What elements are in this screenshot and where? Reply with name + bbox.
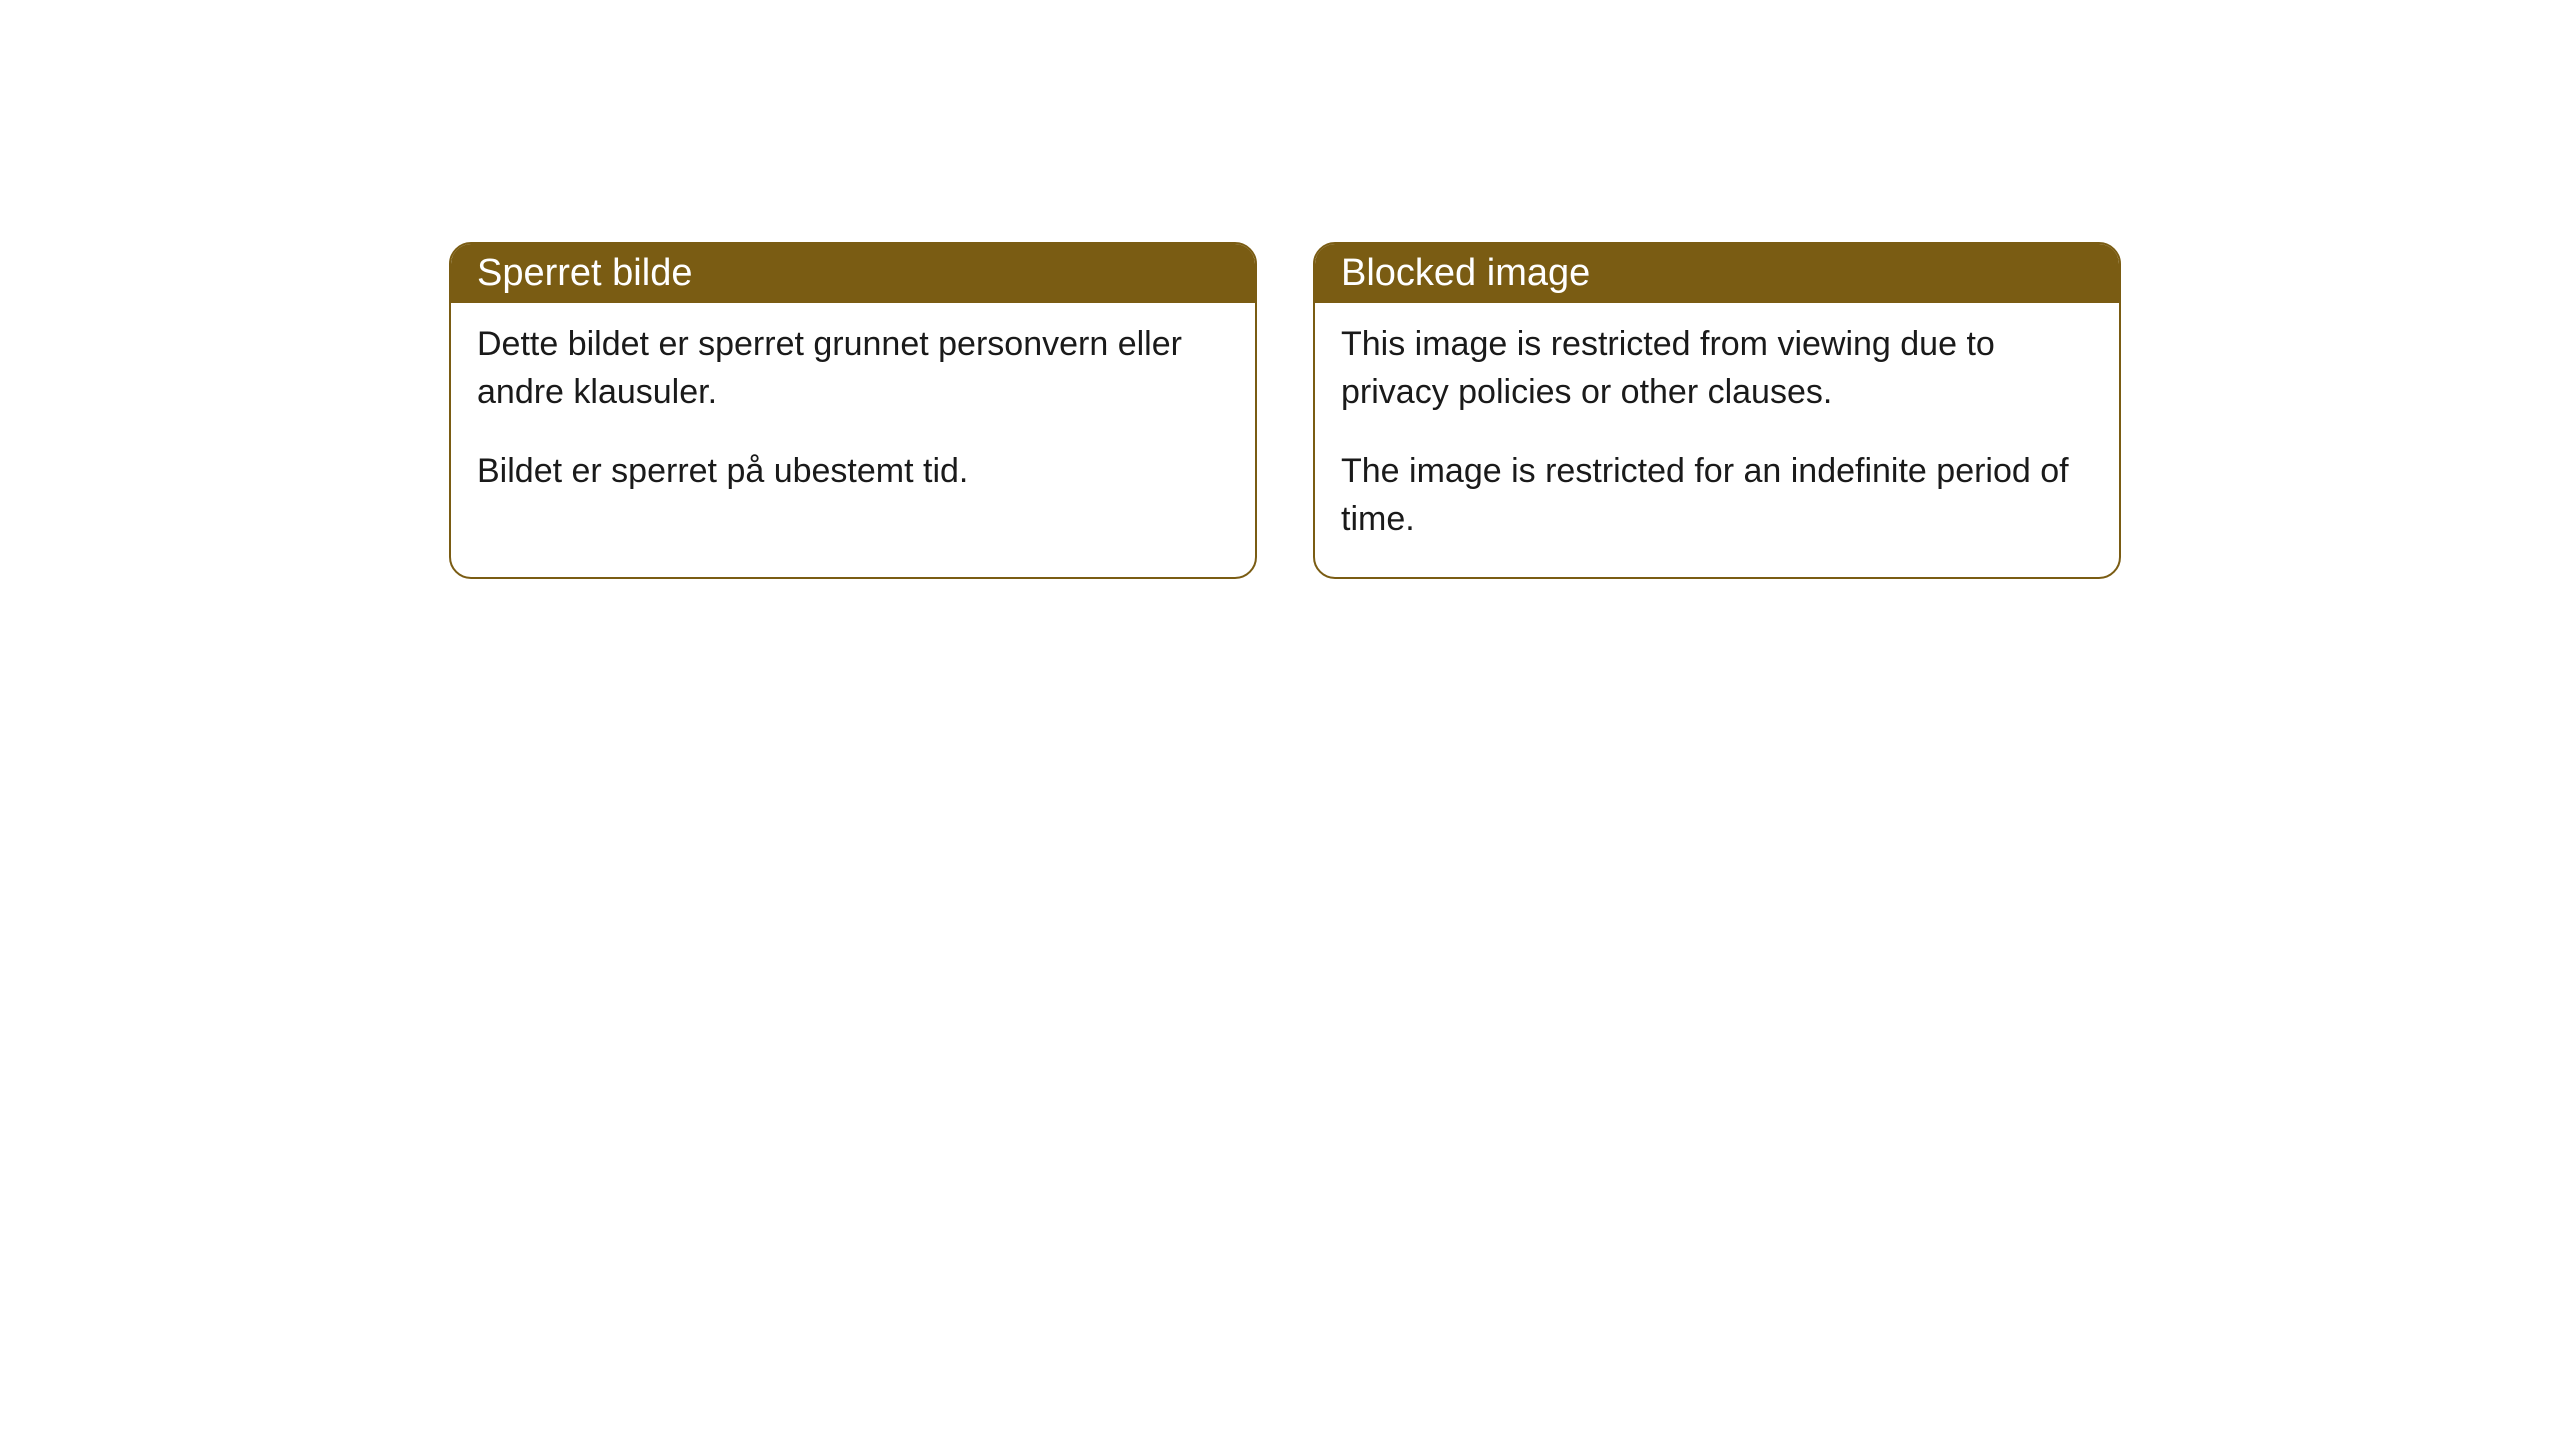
- card-paragraph: Bildet er sperret på ubestemt tid.: [477, 448, 1229, 496]
- card-header-english: Blocked image: [1315, 244, 2119, 303]
- card-body-norwegian: Dette bildet er sperret grunnet personve…: [451, 303, 1255, 530]
- card-title: Blocked image: [1341, 252, 1590, 294]
- cards-container: Sperret bilde Dette bildet er sperret gr…: [449, 242, 2121, 579]
- card-norwegian: Sperret bilde Dette bildet er sperret gr…: [449, 242, 1257, 579]
- card-title: Sperret bilde: [477, 252, 692, 294]
- card-header-norwegian: Sperret bilde: [451, 244, 1255, 303]
- card-body-english: This image is restricted from viewing du…: [1315, 303, 2119, 577]
- card-paragraph: The image is restricted for an indefinit…: [1341, 448, 2093, 543]
- card-paragraph: Dette bildet er sperret grunnet personve…: [477, 321, 1229, 416]
- card-paragraph: This image is restricted from viewing du…: [1341, 321, 2093, 416]
- card-english: Blocked image This image is restricted f…: [1313, 242, 2121, 579]
